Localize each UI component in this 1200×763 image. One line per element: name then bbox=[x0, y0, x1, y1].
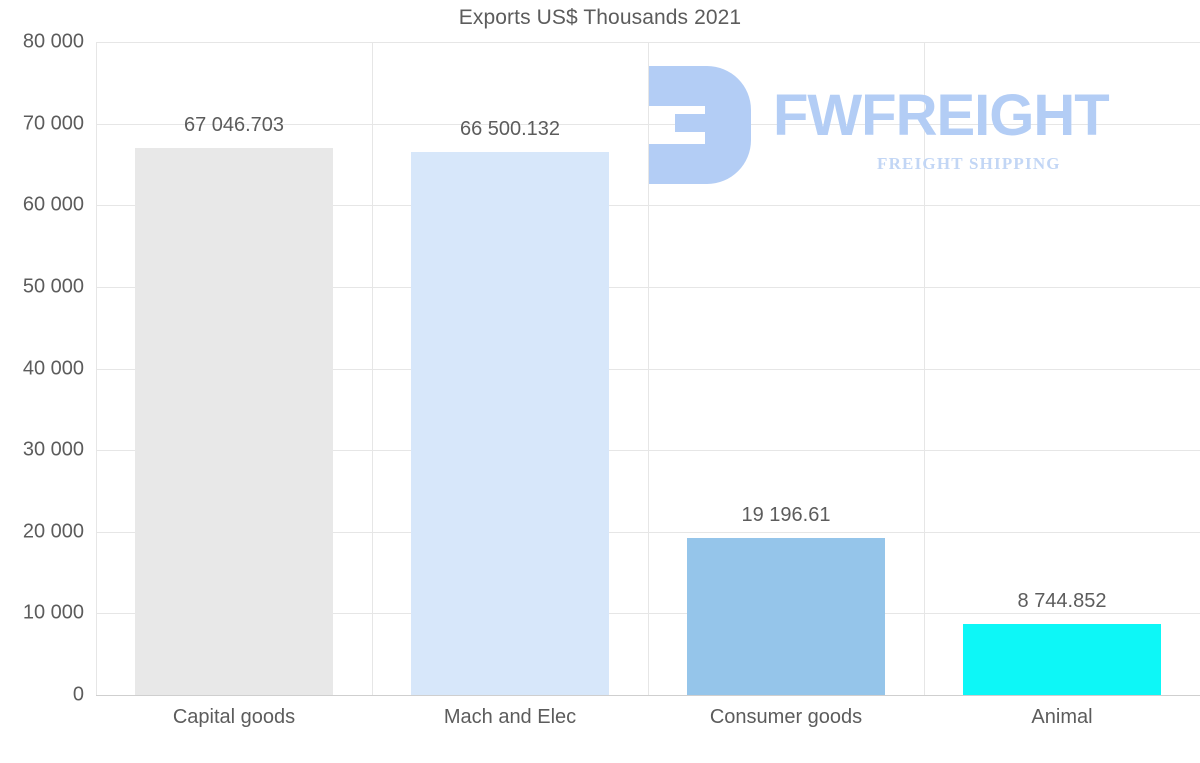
y-tick-label: 80 000 bbox=[22, 30, 84, 53]
x-tick-label: Mach and Elec bbox=[443, 706, 577, 728]
bar[interactable] bbox=[410, 152, 610, 695]
y-tick-label: 50 000 bbox=[22, 275, 84, 298]
category-separator bbox=[648, 42, 649, 695]
bar-value-label: 67 046.703 bbox=[183, 113, 285, 136]
category-separator bbox=[924, 42, 925, 695]
y-tick-label: 0 bbox=[72, 683, 84, 706]
y-tick-label: 10 000 bbox=[22, 601, 84, 624]
bar[interactable] bbox=[134, 147, 334, 695]
y-tick-label: 60 000 bbox=[22, 193, 84, 216]
x-tick-label: Animal bbox=[1031, 706, 1093, 728]
y-axis-line bbox=[96, 42, 97, 695]
bar[interactable] bbox=[962, 623, 1162, 695]
category-separator bbox=[372, 42, 373, 695]
bar-value-label: 19 196.61 bbox=[741, 504, 831, 527]
y-tick-label: 30 000 bbox=[22, 438, 84, 461]
gridline bbox=[96, 695, 1200, 696]
y-tick-label: 20 000 bbox=[22, 520, 84, 543]
bar-value-label: 66 500.132 bbox=[459, 118, 561, 141]
chart-title: Exports US$ Thousands 2021 bbox=[458, 6, 742, 29]
bar-value-label: 8 744.852 bbox=[1017, 589, 1107, 612]
x-tick-label: Capital goods bbox=[172, 706, 296, 728]
y-tick-label: 40 000 bbox=[22, 357, 84, 379]
x-tick-label: Consumer goods bbox=[709, 706, 863, 728]
plot-area bbox=[96, 42, 1200, 696]
y-tick-label: 70 000 bbox=[22, 112, 84, 135]
bar[interactable] bbox=[686, 538, 886, 695]
